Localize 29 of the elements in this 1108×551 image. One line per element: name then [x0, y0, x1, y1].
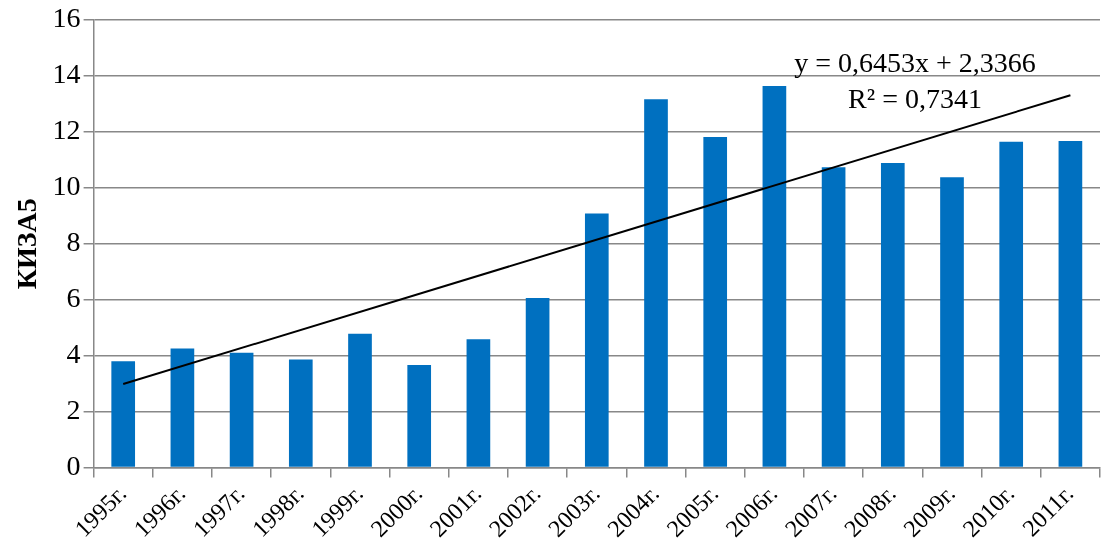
bar [525, 297, 550, 467]
y-tick-label: 0 [66, 449, 81, 481]
bar [999, 141, 1024, 467]
bar [407, 365, 432, 467]
y-tick-label: 10 [52, 170, 81, 202]
bar [348, 333, 372, 467]
bar [229, 352, 254, 467]
y-tick-label: 16 [52, 2, 81, 34]
bar [762, 85, 787, 467]
y-tick-label: 14 [52, 58, 81, 90]
annotation: y = 0,6453x + 2,3366 [794, 47, 1036, 78]
y-tick-label: 6 [66, 281, 81, 313]
y-tick-label: 8 [66, 226, 81, 258]
bar [170, 348, 195, 467]
bar [466, 339, 491, 467]
bar [880, 162, 905, 467]
y-tick-label: 2 [66, 393, 81, 425]
y-tick-label: 12 [52, 114, 81, 146]
bar [1058, 141, 1083, 467]
bar [703, 136, 728, 467]
y-tick-label: 4 [66, 337, 81, 369]
bar [821, 167, 846, 467]
bar [111, 361, 136, 467]
bar [584, 213, 609, 467]
bar [940, 177, 964, 467]
bar [288, 359, 313, 467]
annotation: R² = 0,7341 [848, 83, 982, 114]
bar [644, 99, 668, 467]
y-axis-title: КИЗА5 [11, 198, 43, 290]
